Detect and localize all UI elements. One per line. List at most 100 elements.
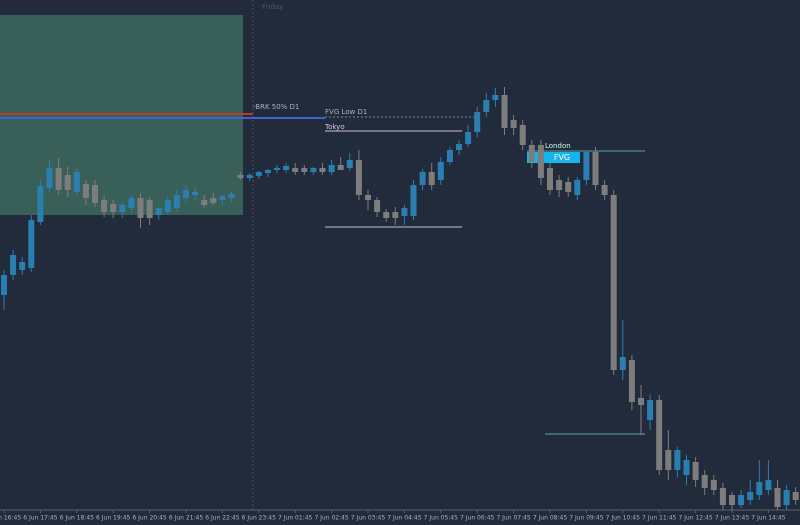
x-tick-label: 7 Jun 12:45 [678,515,712,522]
candle-body [446,150,453,162]
candle-body [392,212,399,218]
candle-body [1,275,7,295]
candle-body [219,196,226,200]
x-tick-label: 6 Jun 20:45 [132,515,166,522]
candle-body [201,200,208,205]
x-tick-label: 7 Jun 02:45 [314,515,348,522]
candle-body [674,450,681,470]
candle-body [501,95,508,128]
x-tick-label: 7 Jun 05:45 [424,515,458,522]
candle-body [628,360,635,402]
candle-body [10,255,17,275]
candle-body [92,185,98,203]
candle-body [28,220,35,268]
candle-body [483,100,490,112]
candle-body [765,480,772,490]
candle-body [419,172,426,185]
x-tick-label: 6 Jun 23:45 [242,515,276,522]
candle-body [528,145,535,162]
candle-body [274,168,280,170]
x-tick-label: 6 Jun 19:45 [96,515,130,522]
day-label: Friday [262,3,283,11]
candle-body [592,152,599,185]
candle-body [774,488,781,507]
candle-body [365,195,371,200]
candle-body [565,182,572,192]
candle-body [19,262,26,270]
candle-body [328,165,335,172]
x-tick-label: 7 Jun 03:45 [351,515,385,522]
candle-body [719,488,726,505]
session-label: Tokyo [324,123,345,131]
candle-body [647,400,654,420]
candle-body [492,95,499,100]
candle-body [510,120,517,128]
session-label: London [545,142,571,150]
candle-body [374,200,381,212]
candle-body [101,200,108,212]
candle-body [310,168,317,172]
candle-body [346,160,353,168]
x-tick-label: 6 Jun 18:45 [60,515,94,522]
candle-body [164,200,171,212]
x-tick-label: 7 Jun 14:45 [751,515,785,522]
candle-body [292,168,299,172]
candle-body [619,357,626,370]
candle-body [46,168,53,188]
candle-body [355,160,362,195]
candle-body [337,165,344,170]
candle-body [583,152,590,180]
candle-body [537,145,544,178]
x-tick-label: 7 Jun 09:45 [569,515,603,522]
candle-body [683,460,690,475]
x-tick-label: 6 Jun 22:45 [205,515,239,522]
candle-body [574,180,581,195]
candle-body [428,172,435,185]
candle-body [128,198,135,208]
x-tick-label: 6 Jun 21:45 [169,515,203,522]
candle-body [710,480,717,490]
x-tick-label: 7 Jun 13:45 [715,515,749,522]
candle-body [319,168,326,172]
candle-body [638,398,644,405]
fvg-box [527,152,580,163]
x-tick-label: 7 Jun 10:45 [606,515,640,522]
candle-body [474,112,481,132]
candle-body [792,492,799,500]
candle-body [610,195,617,370]
candle-body [173,195,180,208]
candle-body [37,186,44,222]
candle-body [55,168,62,190]
candle-body [465,132,472,144]
candle-body [783,490,790,505]
candle-body [747,492,754,500]
candle-body [665,450,672,470]
x-tick-label: 7 Jun 04:45 [387,515,421,522]
level-label: FVG Low D1 [325,108,367,116]
candle-body [146,200,153,218]
candle-body [82,184,89,198]
candle-body [210,198,217,203]
candle-body [192,192,199,195]
candle-body [283,166,290,170]
x-tick-label: 7 Jun 11:45 [642,515,676,522]
candle-body [410,185,417,216]
candle-body [73,172,80,192]
candle-body [301,168,308,172]
fvg-label: FVG [554,153,570,162]
candle-body [692,462,699,480]
x-tick-label: 7 Jun 01:45 [278,515,312,522]
candle-body [456,144,462,150]
x-tick-label: 6 Jun 16:45 [0,515,21,522]
level-label: -BRK 50% D1 [253,103,299,111]
candle-body [155,208,162,215]
candle-body [228,194,235,198]
candle-body [519,125,526,145]
candle-body [401,208,408,216]
candle-body [119,205,126,212]
candle-body [729,495,735,505]
x-tick-label: 7 Jun 06:45 [460,515,494,522]
candle-body [437,162,444,180]
candle-body [246,175,253,178]
